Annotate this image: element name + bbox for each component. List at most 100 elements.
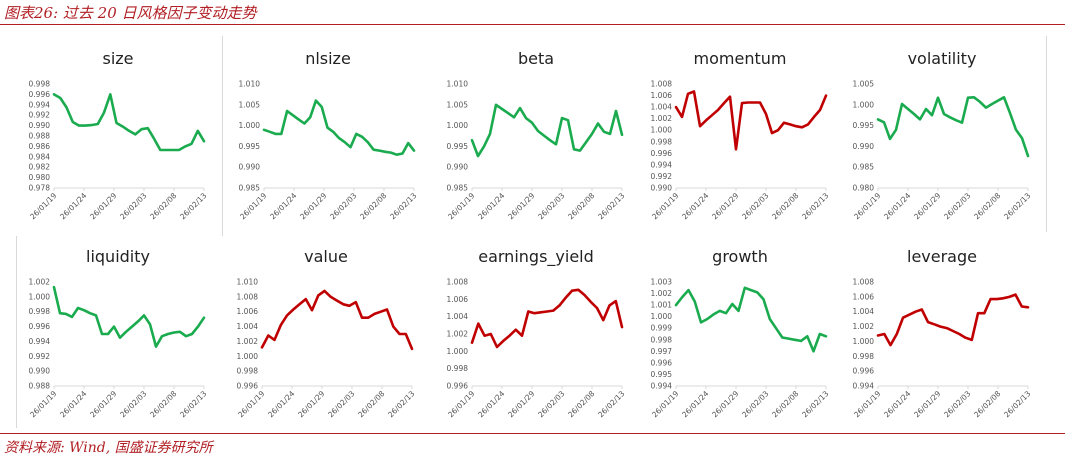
y-tick-label: 0.994	[853, 382, 875, 391]
x-tick-label: 26/01/19	[28, 191, 58, 221]
y-tick-label: 0.996	[853, 367, 875, 376]
y-tick-label: 0.998	[853, 352, 875, 361]
series-line	[876, 95, 1030, 158]
series-line	[52, 285, 206, 348]
series-line	[470, 288, 624, 349]
y-tick-label: 0.996	[29, 322, 51, 331]
x-tick-label: 26/01/19	[650, 191, 680, 221]
x-tick-label: 26/01/24	[58, 191, 88, 221]
y-tick-label: 0.996	[651, 358, 673, 367]
x-tick-label: 26/02/08	[770, 389, 800, 419]
y-tick-label: 0.998	[651, 137, 673, 146]
x-tick-label: 26/02/13	[1002, 191, 1032, 221]
y-tick-label: 1.006	[447, 295, 469, 304]
y-tick-label: 0.992	[651, 172, 673, 181]
y-tick-label: 0.998	[29, 80, 51, 89]
chart-growth: growth 1.003 1.002 1.001 1.000 0.999 0.998 0.99…	[650, 247, 830, 419]
chart-earnings-yield: earnings_yield 1.008 1.006 1.004 1.002 1.000 0…	[446, 247, 626, 419]
panel-border	[16, 236, 17, 428]
y-tick-label: 1.008	[651, 80, 673, 89]
x-tick-label: 26/02/13	[800, 191, 830, 221]
y-tick-label: 0.994	[651, 160, 673, 169]
y-tick-label: 0.982	[29, 163, 51, 172]
x-tick-label: 26/02/03	[328, 191, 358, 221]
x-tick-label: 26/01/19	[446, 191, 476, 221]
x-tick-label: 26/01/29	[298, 191, 328, 221]
chart-title: size	[102, 49, 133, 68]
y-tick-label: 0.994	[29, 100, 51, 109]
source-divider	[0, 433, 1065, 434]
y-tick-label: 0.985	[239, 184, 261, 193]
y-tick-label: 0.996	[29, 90, 51, 99]
series-line	[470, 103, 624, 158]
x-tick-label: 26/02/13	[178, 191, 208, 221]
x-tick-label: 26/02/13	[800, 389, 830, 419]
y-tick-label: 1.000	[853, 337, 875, 346]
y-tick-label: 0.997	[651, 347, 673, 356]
y-tick-label: 0.984	[29, 152, 51, 161]
y-tick-label: 0.990	[29, 121, 51, 130]
panel-border	[222, 36, 223, 236]
chart-title: earnings_yield	[478, 247, 594, 267]
y-tick-label: 0.995	[853, 121, 875, 130]
x-tick-label: 26/01/19	[238, 191, 268, 221]
x-tick-label: 26/02/08	[566, 191, 596, 221]
y-tick-label: 1.000	[29, 292, 51, 301]
x-tick-label: 26/02/03	[326, 389, 356, 419]
y-tick-label: 1.002	[651, 289, 673, 298]
chart-leverage: leverage 1.008 1.006 1.004 1.002 1.000 0.998 0.…	[852, 247, 1032, 419]
series-line	[262, 99, 416, 156]
y-tick-label: 1.006	[651, 91, 673, 100]
y-tick-label: 1.000	[239, 121, 261, 130]
series-line	[260, 289, 414, 351]
x-tick-label: 26/01/24	[58, 389, 88, 419]
x-tick-label: 26/02/13	[596, 191, 626, 221]
y-tick-label: 0.988	[29, 132, 51, 141]
x-tick-label: 26/01/24	[266, 389, 296, 419]
y-tick-label: 1.000	[853, 100, 875, 109]
y-tick-label: 1.003	[651, 278, 673, 287]
x-tick-label: 26/02/13	[1002, 389, 1032, 419]
y-tick-label: 1.000	[447, 121, 469, 130]
x-tick-label: 26/02/03	[740, 191, 770, 221]
chart-value: value 1.010 1.008 1.006 1.004 1.002 1.000 0.998…	[236, 247, 416, 419]
x-tick-label: 26/02/03	[118, 389, 148, 419]
y-tick-label: 0.994	[29, 337, 51, 346]
chart-title: volatility	[908, 49, 977, 68]
y-tick-label: 0.994	[651, 382, 673, 391]
x-tick-label: 26/01/29	[710, 191, 740, 221]
y-tick-label: 1.000	[651, 126, 673, 135]
y-tick-label: 1.002	[237, 337, 259, 346]
x-tick-label: 26/02/03	[942, 191, 972, 221]
y-tick-label: 1.010	[239, 80, 261, 89]
y-tick-label: 1.006	[853, 292, 875, 301]
chart-volatility: volatility 1.005 1.000 0.995 0.990 0.985 0.980…	[852, 49, 1032, 221]
x-tick-label: 26/01/29	[710, 389, 740, 419]
chart-title: liquidity	[86, 247, 150, 266]
y-tick-label: 0.998	[237, 367, 259, 376]
y-tick-label: 0.986	[29, 142, 51, 151]
x-tick-label: 26/02/08	[770, 191, 800, 221]
y-tick-label: 0.996	[651, 149, 673, 158]
x-tick-label: 26/01/29	[912, 389, 942, 419]
chart-momentum: momentum 1.008 1.006 1.004 1.002 1.000 0.998 0.…	[650, 49, 830, 221]
x-tick-label: 26/01/19	[650, 389, 680, 419]
figure-source: 资料来源: Wind, 国盛证券研究所	[4, 440, 213, 456]
y-tick-label: 1.010	[237, 278, 259, 287]
y-tick-label: 1.004	[237, 322, 259, 331]
y-tick-label: 1.005	[853, 80, 875, 89]
x-tick-label: 26/01/24	[268, 191, 298, 221]
chart-liquidity: liquidity 1.002 1.000 0.998 0.996 0.994 0.992 0…	[28, 247, 208, 419]
x-tick-label: 26/02/13	[386, 389, 416, 419]
y-tick-label: 1.004	[447, 312, 469, 321]
chart-title: growth	[712, 247, 768, 266]
x-tick-label: 26/02/08	[356, 389, 386, 419]
x-tick-label: 26/01/24	[476, 191, 506, 221]
x-tick-label: 26/02/13	[178, 389, 208, 419]
x-tick-label: 26/01/29	[88, 389, 118, 419]
x-tick-label: 26/01/29	[912, 191, 942, 221]
x-tick-label: 26/01/24	[476, 389, 506, 419]
x-tick-label: 26/01/19	[446, 389, 476, 419]
y-tick-label: 1.000	[447, 347, 469, 356]
